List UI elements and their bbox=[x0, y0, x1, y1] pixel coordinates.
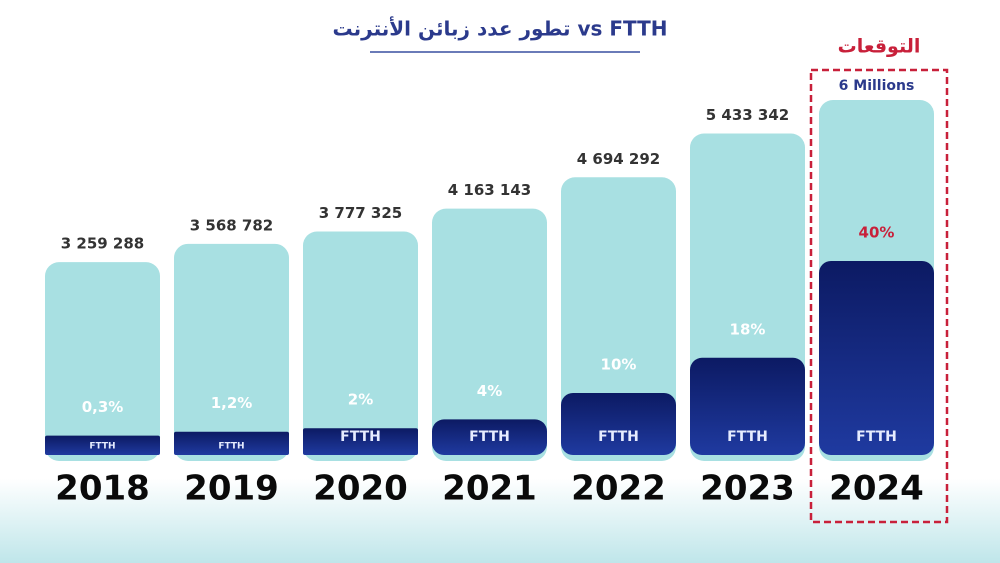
percent-label: 18% bbox=[730, 320, 766, 338]
ftth-bar bbox=[45, 435, 160, 455]
chart-title: تطور عدد زبائن الأنترنت vs FTTH bbox=[332, 16, 667, 41]
total-bar bbox=[174, 243, 289, 461]
ftth-bar bbox=[303, 428, 418, 455]
total-label: 4 163 143 bbox=[448, 181, 532, 199]
ftth-label: FTTH bbox=[469, 429, 510, 445]
ftth-bar bbox=[432, 419, 547, 455]
total-label: 5 433 342 bbox=[706, 106, 790, 124]
x-tick-label: 2018 bbox=[55, 469, 150, 509]
total-bar bbox=[45, 262, 160, 461]
ftth-label: FTTH bbox=[218, 442, 244, 452]
ftth-label: FTTH bbox=[340, 429, 381, 445]
total-label: 4 694 292 bbox=[577, 150, 661, 168]
ftth-label: FTTH bbox=[89, 442, 115, 452]
total-label: 3 259 288 bbox=[61, 235, 145, 253]
percent-label: 1,2% bbox=[211, 394, 253, 412]
x-tick-label: 2022 bbox=[571, 469, 666, 509]
total-label: 3 568 782 bbox=[190, 216, 274, 234]
forecast-box bbox=[809, 68, 949, 524]
total-bar bbox=[303, 231, 418, 461]
ftth-bar bbox=[561, 393, 676, 455]
x-tick-label: 2020 bbox=[313, 469, 408, 509]
total-label: 6 Millions bbox=[839, 78, 915, 94]
ftth-bar bbox=[174, 431, 289, 455]
x-tick-label: 2021 bbox=[442, 469, 537, 509]
ftth-label: FTTH bbox=[727, 429, 768, 445]
percent-label: 10% bbox=[601, 356, 637, 374]
percent-label: 2% bbox=[348, 391, 373, 409]
ftth-bar bbox=[819, 261, 934, 455]
ftth-label: FTTH bbox=[598, 429, 639, 445]
percent-label: 4% bbox=[477, 382, 502, 400]
ftth-label: FTTH bbox=[856, 429, 897, 445]
total-bar bbox=[432, 208, 547, 461]
percent-label: 0,3% bbox=[82, 398, 124, 416]
ftth-bar bbox=[690, 357, 805, 455]
x-tick-label: 2019 bbox=[184, 469, 279, 509]
x-tick-label: 2023 bbox=[700, 469, 795, 509]
total-label: 3 777 325 bbox=[319, 204, 403, 222]
x-tick-label: 2024 bbox=[829, 469, 924, 509]
forecast-label: التوقعات bbox=[838, 36, 921, 58]
percent-label: 40% bbox=[859, 224, 895, 242]
total-bar bbox=[561, 177, 676, 461]
